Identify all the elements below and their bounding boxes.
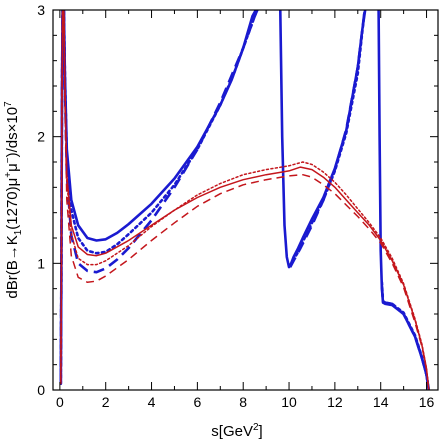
series-2-segment-3 [380, 281, 431, 390]
y-axis-label: dBr(B→K1(1270)μ+μ−)/ds×107 [3, 101, 24, 299]
x-tick-label: 4 [148, 394, 156, 410]
x-tick-label: 14 [373, 394, 389, 410]
series-1-segment-3 [377, 10, 431, 390]
y-tick-label: 1 [37, 255, 45, 271]
series-3-segment-1 [59, 10, 259, 384]
series-3-segment-3 [380, 286, 431, 390]
x-tick-label: 0 [56, 394, 64, 410]
x-tick-label: 16 [419, 394, 435, 410]
series-6-segment-1 [60, 10, 430, 390]
series-4-segment-1 [60, 10, 430, 390]
series-3-segment-2 [289, 10, 366, 268]
x-tick-label: 8 [239, 394, 247, 410]
x-tick-label: 12 [327, 394, 343, 410]
series-layer [59, 10, 431, 390]
series-1-segment-1 [59, 10, 258, 384]
x-axis-label: s[GeV2] [211, 422, 262, 440]
x-tick-label: 6 [193, 394, 201, 410]
x-tick-label: 10 [281, 394, 297, 410]
y-tick-label: 3 [37, 2, 45, 18]
plot-frame [52, 9, 439, 391]
series-1-segment-2 [278, 10, 367, 269]
x-tick-label: 2 [102, 394, 110, 410]
series-2-segment-2 [288, 10, 366, 268]
y-tick-label: 0 [37, 382, 45, 398]
y-tick-label: 2 [37, 129, 45, 145]
series-5-segment-1 [60, 10, 430, 390]
